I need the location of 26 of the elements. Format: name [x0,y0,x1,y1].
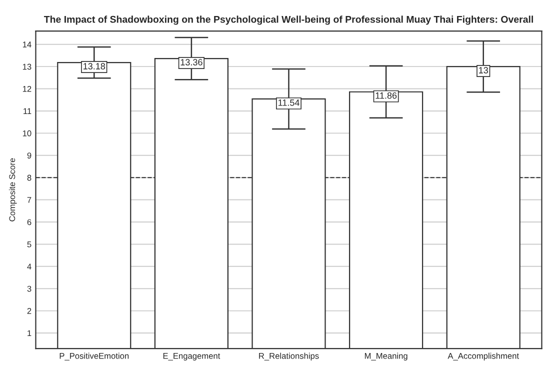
y-tick-label: 9 [27,152,32,158]
y-axis-title: Composite Score [8,158,17,222]
y-tick-label: 14 [22,42,32,48]
y-tick-label: 4 [27,264,32,270]
data-label: 11.86 [376,92,397,99]
y-tick-label: 8 [27,174,32,181]
y-tick-label: 2 [27,308,32,314]
x-tick-label: P_PositiveEmotion [60,352,129,360]
y-tick-label: 11 [24,108,32,114]
y-tick-label: 7 [27,197,32,203]
data-label: 13.18 [84,63,106,70]
y-tick-label: 1 [28,330,32,336]
x-tick-label: E_Engagement [163,353,220,361]
data-label: 13 [479,67,488,74]
y-tick-label: 13 [22,64,32,70]
data-label: 11.54 [278,100,300,106]
x-tick-label: R_Relationships [259,352,319,361]
data-label: 13.36 [180,59,202,66]
chart-title: The Impact of Shadowboxing on the Psychological Well-being of Professional Muay Thai Fighters: Overall [44,16,533,25]
y-tick-label: 6 [27,219,32,226]
y-tick-label: 12 [22,86,32,92]
x-tick-label: M_Meaning [364,352,408,361]
y-tick-label: 3 [27,286,32,292]
y-tick-label: 5 [27,241,32,248]
y-tick-label: 10 [22,130,32,136]
x-tick-label: A_Accomplishment [448,352,519,361]
